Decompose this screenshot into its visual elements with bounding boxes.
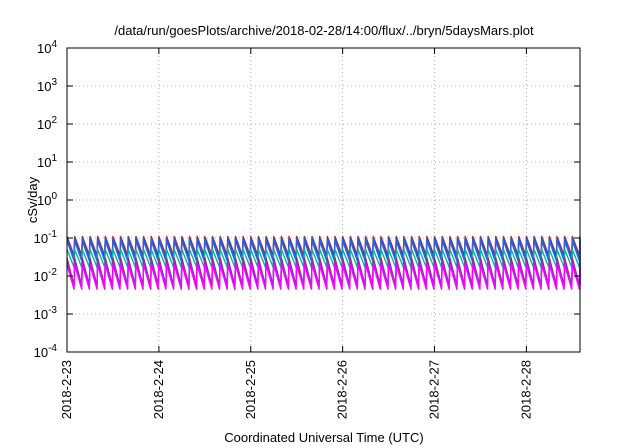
y-tick-label: 100 bbox=[37, 191, 57, 208]
x-tick-label: 2018-2-27 bbox=[427, 360, 442, 419]
x-axis-label: Coordinated Universal Time (UTC) bbox=[224, 430, 423, 445]
y-tick-label: 10-3 bbox=[34, 305, 58, 322]
y-axis: 10-4 10-3 10-2 10-1 100 101 102 103 104 bbox=[34, 39, 580, 360]
chart-title: /data/run/goesPlots/archive/2018-02-28/1… bbox=[114, 23, 534, 38]
y-axis-label: cSv/day bbox=[25, 176, 40, 223]
y-tick-label: 101 bbox=[37, 153, 57, 170]
y-tick-label: 103 bbox=[37, 77, 57, 94]
grid-lines bbox=[67, 48, 580, 352]
x-tick-label: 2018-2-28 bbox=[518, 360, 533, 419]
x-tick-label: 2018-2-24 bbox=[151, 360, 166, 419]
x-tick-label: 2018-2-25 bbox=[243, 360, 258, 419]
x-axis: 2018-2-23 2018-2-24 2018-2-25 2018-2-26 2018… bbox=[59, 48, 533, 419]
y-tick-label: 102 bbox=[37, 115, 57, 132]
y-tick-label: 10-1 bbox=[34, 229, 58, 246]
x-tick-label: 2018-2-26 bbox=[335, 360, 350, 419]
series-group bbox=[66, 235, 581, 290]
x-tick-label: 2018-2-23 bbox=[59, 360, 74, 419]
y-tick-label: 104 bbox=[37, 39, 57, 56]
y-tick-label: 10-2 bbox=[34, 267, 58, 284]
series-line-7 bbox=[66, 263, 581, 290]
y-tick-label: 10-4 bbox=[34, 343, 58, 360]
